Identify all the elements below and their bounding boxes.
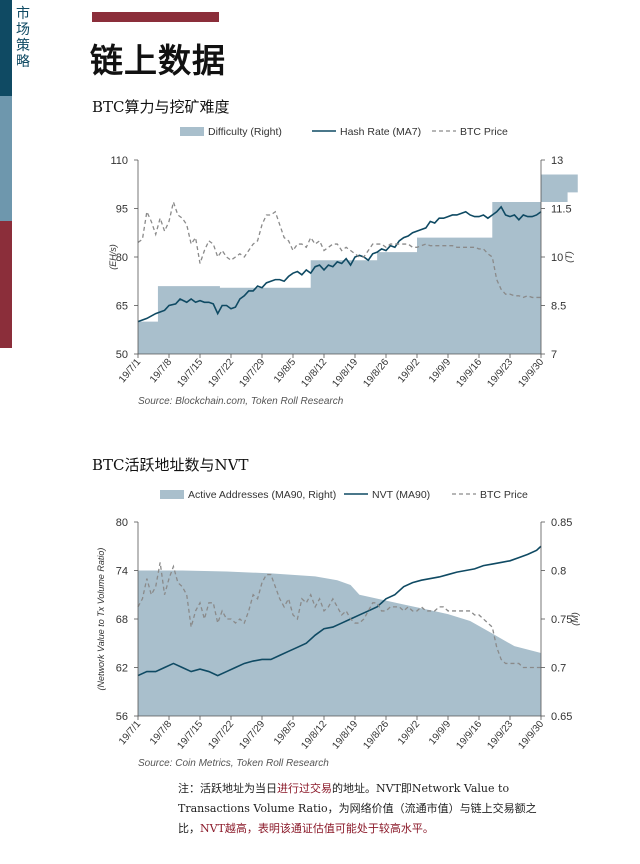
sidebar-accent [0,0,12,864]
series-primary-line [137,545,542,677]
legend-label: Hash Rate (MA7) [340,126,421,138]
ytick-left-label: 50 [116,349,128,361]
xtick-label: 19/7/15 [175,357,205,390]
xtick-label: 19/8/5 [272,719,299,748]
ylabel-left: (Network Value to Tx Volume Ratio) [96,548,106,691]
xtick-label: 19/9/2 [396,357,423,386]
section-tag: 市场策略 [16,6,30,70]
ytick-left-label: 56 [116,711,128,723]
series-primary-line [137,205,542,323]
xtick-label: 19/8/19 [330,357,360,390]
legend-label: Difficulty (Right) [208,126,282,138]
xtick-label: 19/7/8 [148,719,175,748]
xtick-label: 19/7/8 [148,357,175,386]
title-accent-bar [92,12,219,22]
ytick-right-label: 0.7 [551,663,566,675]
note-highlight-1: 进行过交易 [277,782,332,795]
xtick-label: 19/8/19 [330,719,360,752]
series-difficulty-area [138,174,578,354]
ytick-left-label: 68 [116,614,128,626]
ytick-left-label: 110 [110,155,128,167]
ytick-left-label: 95 [116,204,128,216]
page-title: 链上数据 [90,41,226,80]
chart2-title: BTC活跃地址数与NVT [92,456,249,474]
ytick-right-label: 8.5 [551,301,566,313]
xtick-label: 19/9/16 [454,357,484,390]
note-part-3: 的地址。NVT即Network Value to Transactions Vo… [178,782,537,835]
xtick-label: 19/9/9 [427,719,454,748]
legend-swatch-area [180,127,204,136]
ytick-left-label: 80 [116,517,128,529]
xtick-label: 19/9/23 [485,357,515,390]
xtick-label: 19/8/5 [272,357,299,386]
chart1-source: Source: Blockchain.com, Token Roll Resea… [138,396,344,407]
chart2-source: Source: Coin Metrics, Token Roll Researc… [138,758,329,769]
xtick-label: 19/9/30 [516,719,546,752]
ytick-left-label: 80 [116,252,128,264]
xtick-label: 19/8/12 [299,719,329,752]
ytick-left-label: 74 [116,566,128,578]
xtick-label: 19/9/23 [485,719,515,752]
note-part-1: 注：活跃地址为当日 [178,782,277,795]
sidebar-navy-block [0,0,12,96]
xtick-label: 19/9/30 [516,357,546,390]
xtick-label: 19/7/29 [237,719,267,752]
ylabel-left: (EH/s) [108,244,118,270]
ytick-left-label: 62 [116,663,128,675]
xtick-label: 19/8/12 [299,357,329,390]
legend-label: BTC Price [480,489,528,501]
ytick-right-label: 0.75 [551,614,572,626]
xtick-label: 19/9/2 [396,719,423,748]
ytick-right-label: 0.85 [551,517,572,529]
ytick-right-label: 0.8 [551,566,566,578]
legend-label: NVT (MA90) [372,489,430,501]
xtick-label: 19/7/29 [237,357,267,390]
note-highlight-2: NVT越高，表明该通证估值可能处于较高水平。 [200,822,434,835]
ylabel-right: (M) [570,612,580,626]
xtick-label: 19/8/26 [361,357,391,390]
series-active-addresses-area [138,570,541,716]
chart1-title: BTC算力与挖矿难度 [92,98,230,116]
sidebar-red-block [0,221,12,348]
xtick-label: 19/8/26 [361,719,391,752]
ytick-left-label: 65 [116,301,128,313]
sidebar-blue-block [0,96,12,221]
xtick-label: 19/7/22 [206,357,236,390]
xtick-label: 19/7/22 [206,719,236,752]
ytick-right-label: 13 [551,155,563,167]
xtick-label: 19/9/9 [427,357,454,386]
legend-label: BTC Price [460,126,508,138]
series-btc-price-line [137,199,541,299]
ytick-right-label: 7 [551,349,557,361]
legend-swatch-area [160,490,184,499]
legend-label: Active Addresses (MA90, Right) [188,489,336,501]
ytick-right-label: 0.65 [551,711,572,723]
ytick-right-label: 10 [551,252,563,264]
series-btc-price-line [137,562,541,669]
xtick-label: 19/7/15 [175,719,205,752]
footnote: 注：活跃地址为当日进行过交易的地址。NVT即Network Value to T… [178,779,558,839]
ylabel-right: (T) [564,251,574,263]
ytick-right-label: 11.5 [551,204,572,216]
xtick-label: 19/9/16 [454,719,484,752]
